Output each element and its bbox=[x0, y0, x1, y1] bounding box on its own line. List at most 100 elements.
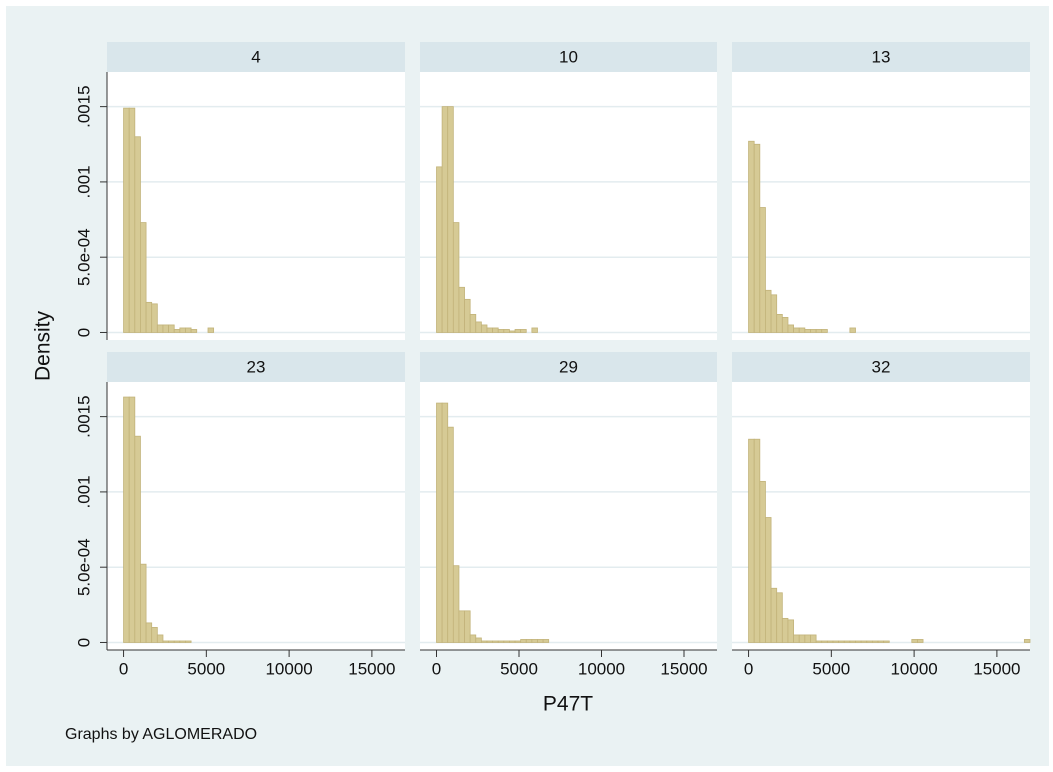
x-tick-label: 15000 bbox=[348, 659, 395, 678]
bar bbox=[475, 321, 482, 333]
bar bbox=[748, 438, 755, 643]
bar bbox=[537, 639, 544, 643]
bar bbox=[123, 107, 130, 333]
bar bbox=[781, 617, 789, 643]
bar bbox=[804, 329, 811, 333]
plot-area bbox=[732, 72, 1030, 340]
bar bbox=[826, 640, 834, 643]
bar bbox=[497, 640, 505, 643]
bar bbox=[134, 435, 141, 643]
bar bbox=[770, 294, 778, 333]
bar bbox=[911, 639, 918, 643]
strip bbox=[420, 352, 717, 382]
bar bbox=[134, 136, 141, 333]
bar bbox=[525, 639, 533, 643]
x-tick-label: 0 bbox=[432, 659, 441, 678]
y-tick-label: .0015 bbox=[74, 85, 93, 128]
bar bbox=[151, 627, 158, 643]
bar bbox=[452, 222, 460, 333]
bar bbox=[475, 637, 482, 643]
bar bbox=[520, 639, 527, 643]
bar bbox=[787, 619, 794, 643]
bar bbox=[145, 301, 153, 333]
bar bbox=[765, 517, 772, 643]
bar bbox=[855, 640, 862, 643]
bar bbox=[542, 639, 550, 643]
bar bbox=[798, 327, 806, 333]
bar bbox=[464, 610, 471, 643]
bar bbox=[514, 640, 522, 643]
bar bbox=[798, 634, 806, 643]
y-tick-label: 5.0e-04 bbox=[74, 228, 93, 286]
plot-area bbox=[107, 72, 405, 340]
panel-title: 23 bbox=[247, 357, 266, 376]
x-tick-label: 5000 bbox=[500, 659, 538, 678]
bar bbox=[871, 640, 879, 643]
strip bbox=[107, 42, 405, 72]
bar bbox=[464, 298, 471, 333]
bar bbox=[436, 402, 443, 643]
bar bbox=[179, 640, 186, 643]
bar bbox=[793, 327, 800, 333]
panel-title: 13 bbox=[872, 47, 891, 66]
panel-title: 29 bbox=[559, 357, 578, 376]
bar bbox=[1023, 639, 1031, 643]
bar bbox=[503, 329, 510, 333]
y-tick-label: .001 bbox=[74, 475, 93, 508]
bar bbox=[436, 166, 443, 333]
bar bbox=[480, 324, 488, 333]
panel-title: 32 bbox=[872, 357, 891, 376]
bar bbox=[917, 639, 924, 643]
strip bbox=[107, 352, 405, 382]
bar bbox=[753, 143, 761, 333]
bar bbox=[128, 107, 136, 333]
bar bbox=[173, 329, 181, 333]
panel-title: 4 bbox=[251, 47, 260, 66]
bar bbox=[781, 317, 789, 333]
bar bbox=[838, 640, 845, 643]
strip bbox=[420, 42, 717, 72]
y-tick-label: .0015 bbox=[74, 395, 93, 438]
bar bbox=[441, 106, 449, 333]
bar bbox=[190, 329, 198, 333]
bar bbox=[492, 327, 499, 333]
bar bbox=[810, 634, 817, 643]
bar bbox=[776, 314, 783, 333]
bar bbox=[753, 438, 761, 643]
x-tick-label: 10000 bbox=[578, 659, 625, 678]
y-tick-label: 5.0e-04 bbox=[74, 538, 93, 596]
bar bbox=[458, 610, 465, 643]
bar bbox=[162, 640, 169, 643]
bar bbox=[810, 329, 817, 333]
bar bbox=[832, 640, 840, 643]
bar bbox=[156, 634, 164, 643]
bar bbox=[447, 426, 454, 643]
bar bbox=[804, 634, 811, 643]
bar bbox=[759, 480, 766, 643]
bar bbox=[458, 286, 465, 333]
bar bbox=[520, 329, 527, 333]
bar bbox=[748, 140, 755, 333]
bar bbox=[877, 640, 885, 643]
bar bbox=[509, 330, 516, 333]
x-tick-label: 15000 bbox=[660, 659, 707, 678]
bar bbox=[168, 640, 175, 643]
bar bbox=[514, 329, 522, 333]
plot-area bbox=[420, 382, 717, 650]
bar bbox=[815, 640, 823, 643]
bar bbox=[849, 640, 856, 643]
bar bbox=[162, 324, 169, 333]
plot-area bbox=[420, 72, 717, 340]
bar bbox=[883, 640, 890, 643]
y-tick-label: 0 bbox=[74, 638, 93, 647]
x-axis-title: P47T bbox=[543, 693, 593, 716]
bar bbox=[787, 324, 794, 333]
bar bbox=[866, 640, 873, 643]
x-tick-label: 10000 bbox=[265, 659, 312, 678]
bar bbox=[776, 592, 783, 643]
bar bbox=[770, 587, 778, 643]
bar bbox=[497, 329, 505, 333]
bar bbox=[156, 324, 164, 333]
